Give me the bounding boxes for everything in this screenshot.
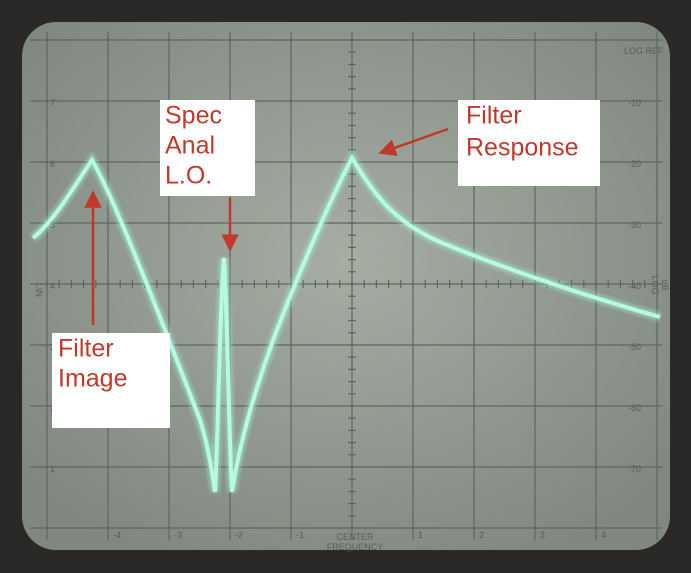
right-label: -20 [628,159,641,169]
left-label: 1 [50,464,55,474]
x-label: 2 [479,530,484,540]
left-label: 4 [50,281,55,291]
annotation-text: Anal [165,132,215,160]
left-label: 6 [50,159,55,169]
right-label: -30 [628,220,641,230]
annotation-text: Response [466,134,579,162]
right-label: -60 [628,403,641,413]
screen-labels: -4-3-2-112347654321-10-20-30-40-50-60-70… [34,46,670,552]
center-label: FREQUENCY [327,542,384,552]
annotation-text: Image [58,365,127,393]
right-label: -70 [628,464,641,474]
annotation-text: Spec [165,102,222,130]
right-label: -10 [628,98,641,108]
x-label: -3 [174,530,182,540]
x-label: -1 [296,530,304,540]
right-axis-label: LOG [650,275,660,294]
x-label: 3 [540,530,545,540]
center-label: CENTER [336,532,374,542]
trace [30,148,662,493]
right-label: -40 [628,281,641,291]
left-axis-label: LIN [34,283,44,297]
left-label: 7 [50,98,55,108]
arrows [84,127,449,325]
x-label: -4 [113,530,121,540]
annotation-text: Filter [58,335,114,363]
x-label: -2 [235,530,243,540]
x-label: 1 [418,530,423,540]
annotation-text: L.O. [165,162,212,190]
left-label: 5 [50,220,55,230]
annotation-text: Filter [466,102,522,130]
right-label: -50 [628,342,641,352]
annotation-boxes [52,100,600,428]
x-label: 4 [601,530,606,540]
right-axis-label: dB [660,279,670,290]
top-right-label: LOG REF [624,46,664,56]
